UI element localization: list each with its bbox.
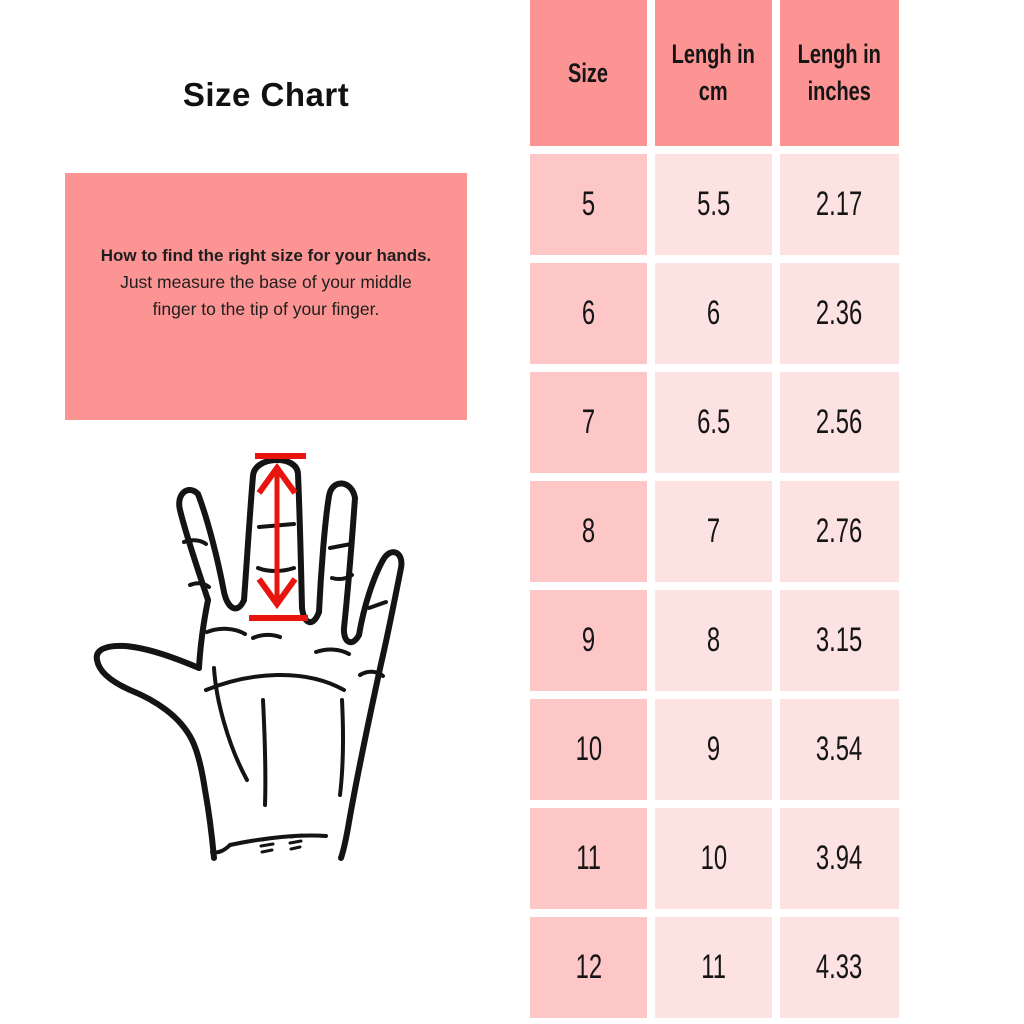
length-value-cell: 2.36 [780,263,899,364]
size-value-cell: 12 [530,917,647,1018]
length-value-cell: 9 [655,699,772,800]
column-header-lengh-in-cm: Lengh in cm [655,0,772,146]
length-value-cell: 4.33 [780,917,899,1018]
size-value-cell: 8 [530,481,647,582]
column-header-size: Size [530,0,647,146]
wrist-marks [259,833,304,854]
size-value-cell: 6 [530,263,647,364]
length-value-cell: 8 [655,590,772,691]
column-header-lengh-in-inches: Lengh in inches [780,0,899,146]
length-value-cell: 2.76 [780,481,899,582]
length-value-cell: 2.17 [780,154,899,255]
length-value-cell: 6 [655,263,772,364]
size-value-cell: 10 [530,699,647,800]
length-value-cell: 6.5 [655,372,772,473]
hand-crease-lines [182,522,388,855]
length-value-cell: 5.5 [655,154,772,255]
length-value-cell: 2.56 [780,372,899,473]
info-box-heading: How to find the right size for your hand… [100,246,432,265]
size-value-cell: 5 [530,154,647,255]
size-value-cell: 9 [530,590,647,691]
length-value-cell: 11 [655,917,772,1018]
info-box-body: Just measure the base of your middle fin… [120,272,412,319]
measure-arrow-icon [249,453,308,621]
size-value-cell: 11 [530,808,647,909]
hand-outline-drawing [93,453,405,861]
length-value-cell: 3.15 [780,590,899,691]
length-value-cell: 7 [655,481,772,582]
size-table: Size Lengh in cm Lengh in inches 5 5.5 2.17 6 6 2.… [530,0,899,1018]
length-value-cell: 3.94 [780,808,899,909]
info-box: How to find the right size for your hand… [65,173,467,420]
page-title: Size Chart [182,76,350,113]
length-value-cell: 3.54 [780,699,899,800]
size-value-cell: 7 [530,372,647,473]
hand-illustration [70,440,470,890]
length-value-cell: 10 [655,808,772,909]
